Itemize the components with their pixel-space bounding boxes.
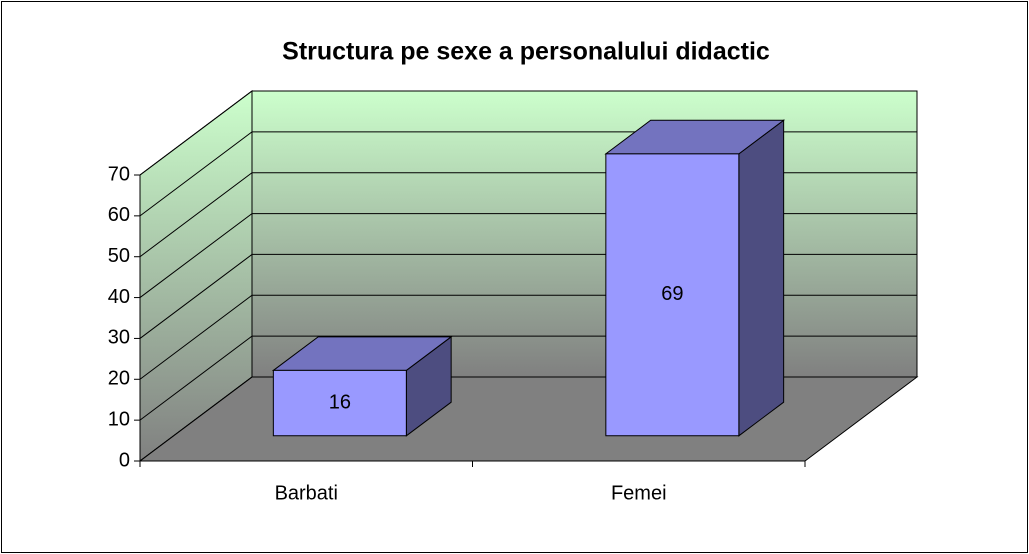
bar [604, 119, 786, 437]
y-tick-label: 50 [108, 245, 130, 267]
back-wall [251, 90, 918, 378]
x-tick-label: Femei [611, 482, 667, 504]
y-tick-label: 20 [108, 368, 130, 390]
bar [271, 335, 453, 437]
floor [138, 376, 919, 462]
y-tick-label: 60 [108, 204, 130, 226]
y-tick-label: 40 [108, 286, 130, 308]
x-tick-label: Barbati [275, 482, 338, 504]
value-label: 16 [329, 391, 351, 413]
y-tick-label: 10 [108, 408, 130, 430]
bar-side [738, 119, 785, 437]
y-tick-label: 70 [108, 163, 130, 185]
bar-front [272, 369, 407, 437]
y-tick-label: 0 [119, 449, 130, 471]
value-label: 69 [661, 283, 683, 305]
grid-line [139, 90, 917, 176]
y-tick-label: 30 [108, 327, 130, 349]
chart-title: Structura pe sexe a personalului didacti… [282, 38, 770, 66]
bar-front [605, 153, 740, 437]
